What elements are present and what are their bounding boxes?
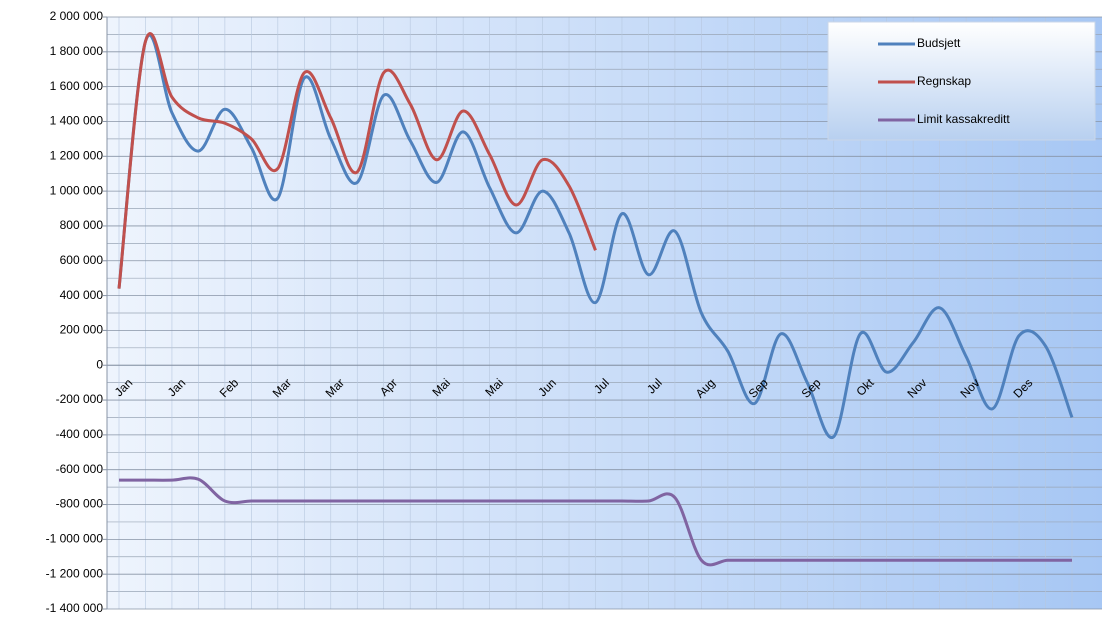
legend-label: Regnskap bbox=[917, 74, 971, 88]
y-tick-label: -200 000 bbox=[56, 392, 104, 406]
lines bbox=[117, 32, 1074, 567]
series-line bbox=[119, 476, 1072, 567]
y-tick-label: -1 200 000 bbox=[46, 566, 104, 580]
y-tick-label: 1 200 000 bbox=[50, 148, 104, 162]
legend: Budsjett Regnskap Limit kassakreditt bbox=[827, 21, 1096, 141]
y-tick-label: 1 400 000 bbox=[50, 114, 104, 128]
y-tick-label: 800 000 bbox=[60, 218, 104, 232]
y-tick-label: 200 000 bbox=[60, 323, 104, 337]
legend-label: Budsjett bbox=[917, 36, 961, 50]
y-tick-label: -1 000 000 bbox=[46, 532, 104, 546]
y-tick-label: 2 000 000 bbox=[50, 9, 104, 23]
y-tick-label: 600 000 bbox=[60, 253, 104, 267]
y-tick-label: -400 000 bbox=[56, 427, 104, 441]
y-tick-label: 1 800 000 bbox=[50, 44, 104, 58]
legend-label: Limit kassakreditt bbox=[917, 112, 1010, 126]
y-tick-label: -600 000 bbox=[56, 462, 104, 476]
y-tick-label: 0 bbox=[96, 357, 103, 371]
series-line bbox=[117, 33, 1074, 439]
y-tick-label: 1 600 000 bbox=[50, 79, 104, 93]
y-tick-label: -1 400 000 bbox=[46, 601, 104, 615]
y-tick-label: 1 000 000 bbox=[50, 183, 104, 197]
legend-box bbox=[827, 21, 1096, 141]
series-line bbox=[117, 32, 597, 289]
y-tick-label: -800 000 bbox=[56, 497, 104, 511]
y-tick-label: 400 000 bbox=[60, 288, 104, 302]
